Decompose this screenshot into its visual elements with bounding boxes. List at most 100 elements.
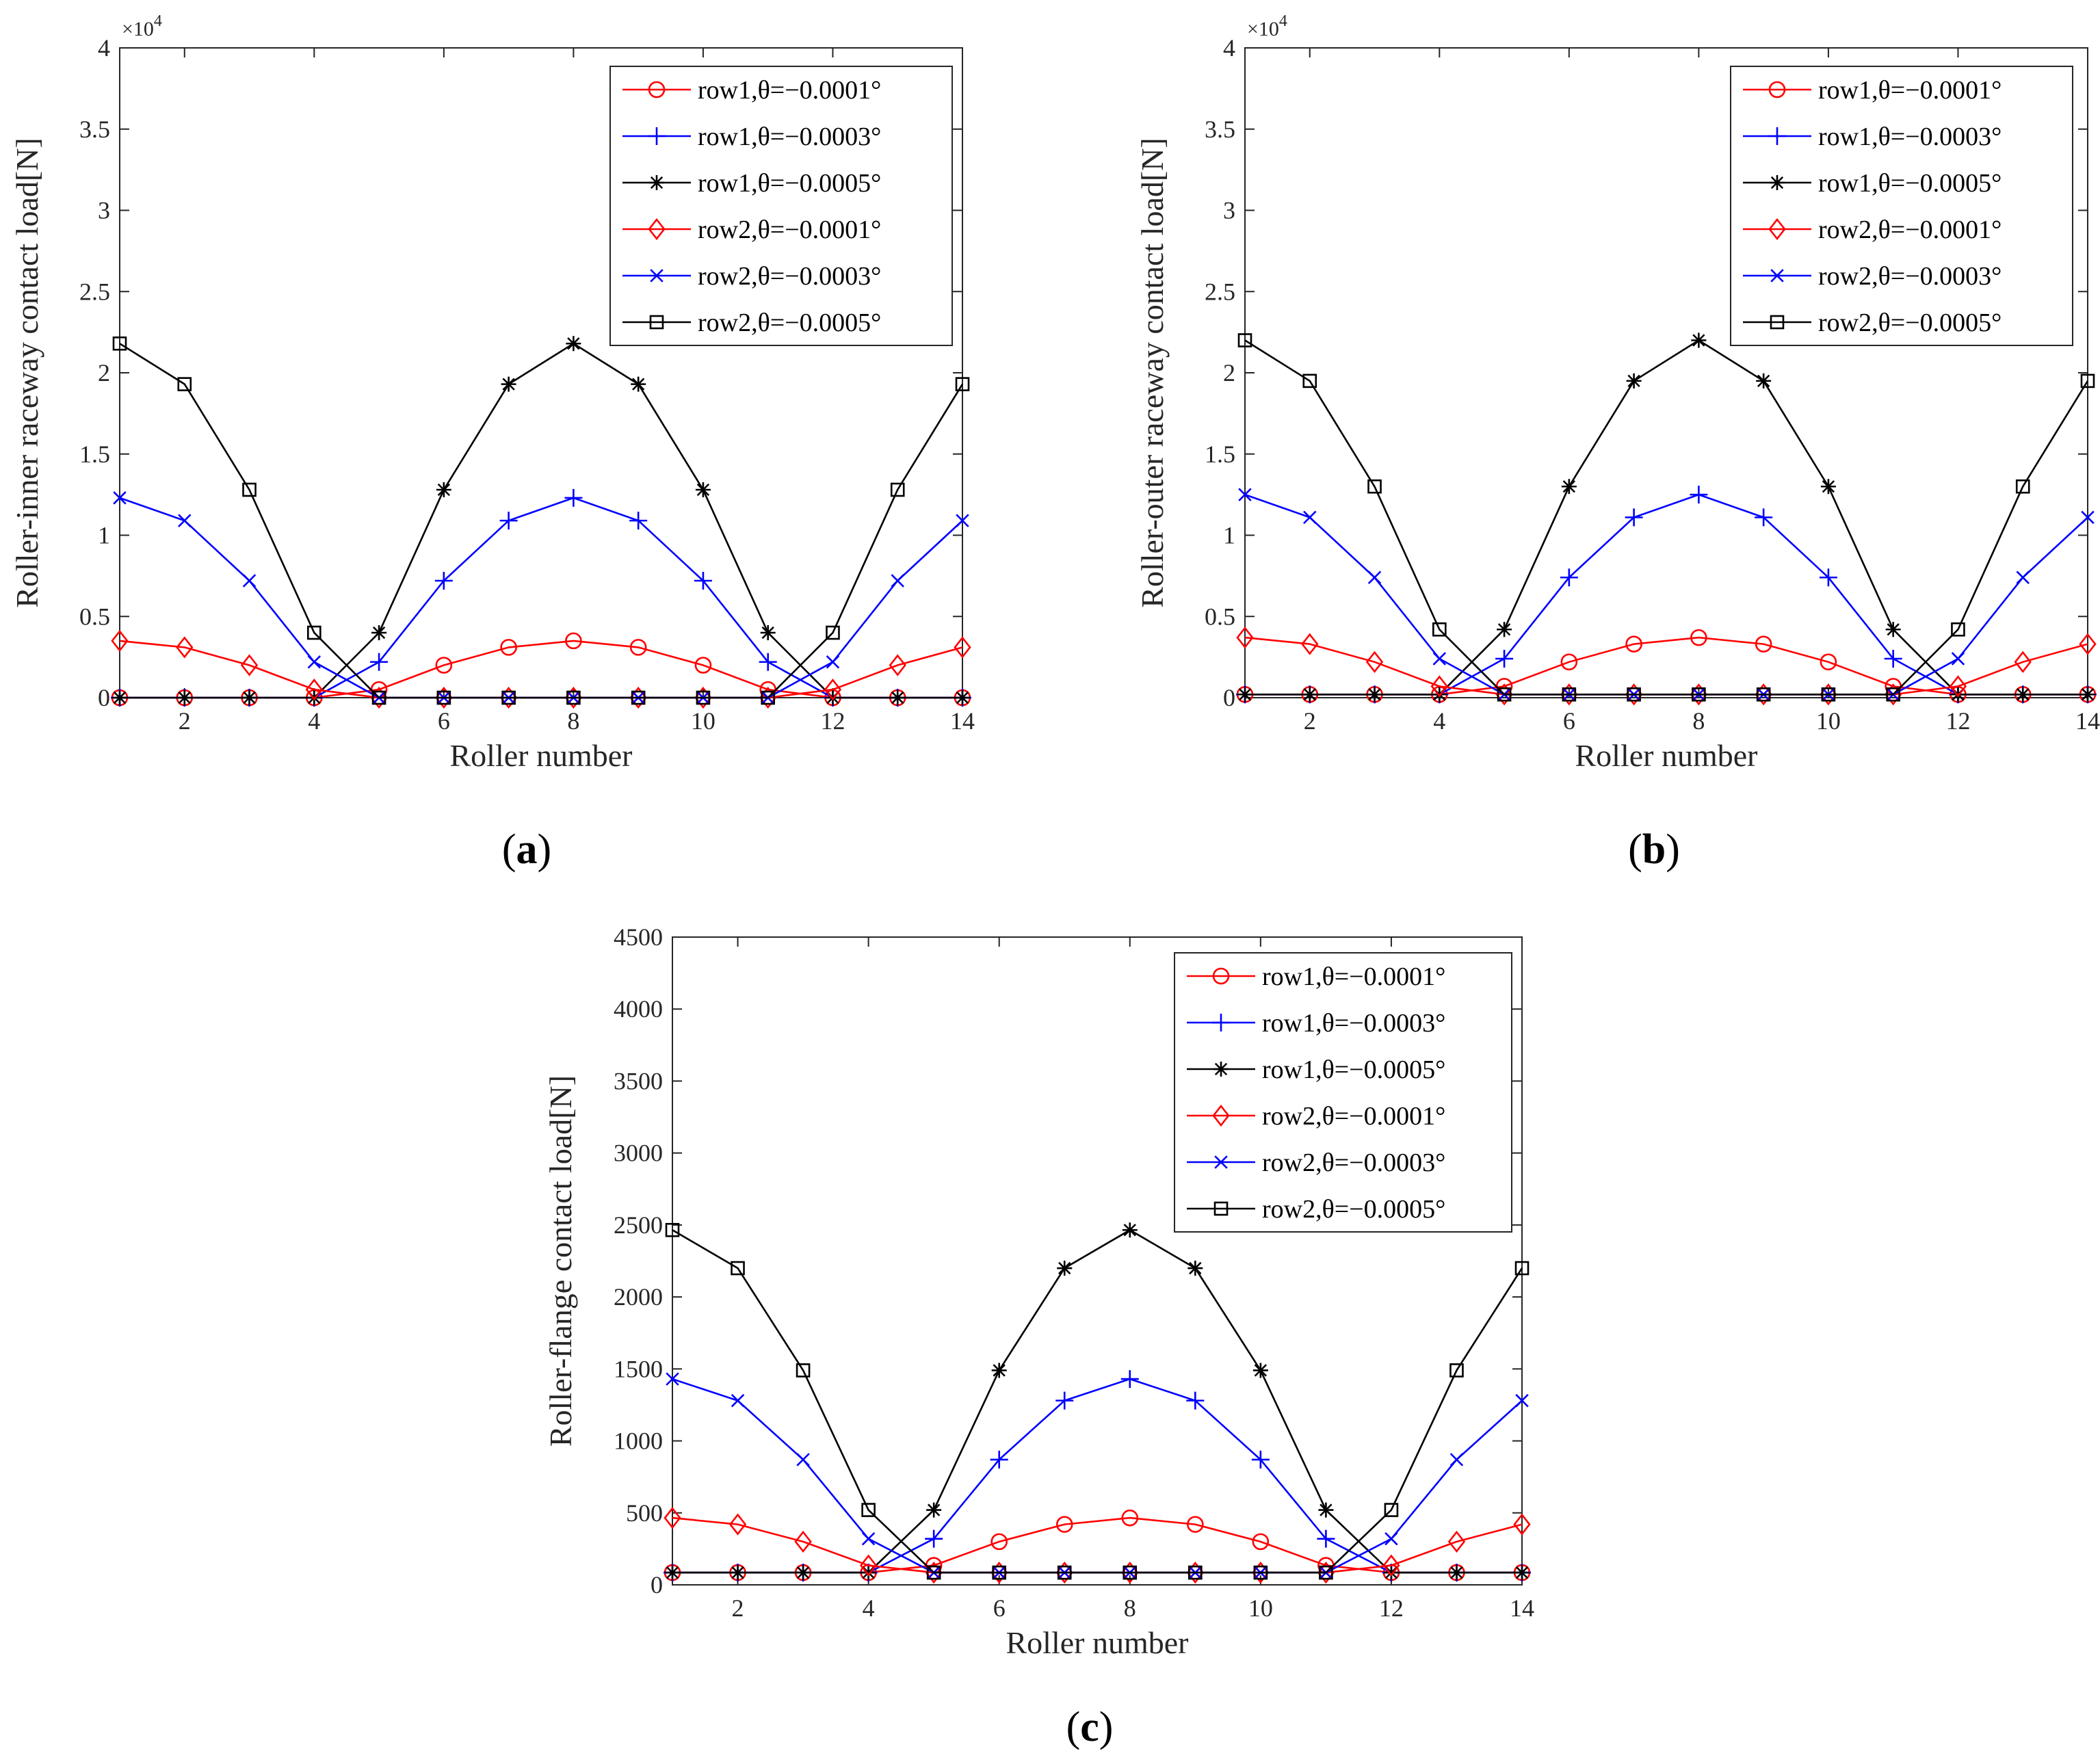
data-point-square [926,1565,941,1580]
x-tick-label: 4 [863,1594,875,1622]
data-point-star [1318,1502,1334,1518]
data-point-square [371,690,386,705]
series-line [119,343,964,699]
data-point-diamond [954,636,971,659]
legend-label: row1,θ=−0.0003° [698,122,881,151]
data-point-square [826,625,840,640]
data-point-x [113,491,127,505]
data-point-x [731,1393,745,1408]
data-point-star [1561,479,1577,495]
data-point-diamond [824,679,842,701]
series-line [1244,339,2089,696]
data-point-square [1057,1565,1072,1580]
data-point-star [631,376,646,392]
data-point-star [241,690,257,705]
data-point-diamond [1121,1562,1139,1584]
x-tick-label: 8 [1124,1594,1136,1622]
x-tick-label: 2 [179,707,191,735]
data-point-star [1302,687,1317,702]
x-tick-label: 6 [993,1594,1006,1622]
data-point-star [1820,479,1836,495]
data-point-square [566,690,581,705]
data-point-star [730,1565,746,1581]
data-point-plus [629,512,648,530]
legend-item: row2,θ=−0.0003° [1743,262,2001,291]
data-point-square [1692,687,1706,702]
y-tick-label: 2500 [614,1211,663,1239]
x-tick-label: 6 [1563,707,1575,735]
data-point-square [177,377,192,391]
data-point-plus [1120,1370,1139,1389]
data-point-square [861,1503,876,1517]
legend-marker-diamond [648,218,666,241]
data-point-plus [694,572,712,590]
legend-item: row2,θ=−0.0003° [1187,1148,1445,1177]
data-point-diamond [889,654,906,676]
legend-item: row1,θ=−0.0005° [1743,169,2001,198]
data-point-star [436,482,451,497]
data-point-square [112,336,127,351]
data-point-plus [1055,1391,1074,1410]
legend-label: row2,θ=−0.0003° [698,262,881,291]
legend-label: row1,θ=−0.0005° [1818,169,2001,198]
data-point-diamond [729,1513,747,1536]
data-point-square [501,690,516,705]
data-point-square [1514,1261,1530,1276]
data-point-star [371,625,387,640]
legend-label: row1,θ=−0.0005° [1262,1055,1445,1084]
data-point-square [436,690,451,705]
data-point-x [1951,652,1965,666]
panel-label-close: ) [1099,1704,1114,1750]
legend-marker-square [1213,1201,1229,1216]
y-tick-label: 4 [98,34,110,62]
x-tick-label: 12 [1379,1594,1404,1622]
data-point-x [1515,1393,1529,1408]
panel-label-letter: c [1080,1704,1099,1750]
legend-marker-diamond [1768,218,1786,241]
data-point-star [1885,622,1901,637]
legend-label: row1,θ=−0.0005° [698,169,881,198]
y-axis-multiplier: ×104 [1247,12,1287,40]
data-point-circle [1820,653,1837,671]
data-point-star [1122,1222,1138,1238]
legend-marker-star [649,175,664,190]
data-point-star [1383,1565,1399,1581]
data-point-x [178,514,192,527]
legend-label: row2,θ=−0.0003° [1818,262,2001,291]
legend-label: row2,θ=−0.0005° [1818,308,2001,337]
data-point-x [826,655,840,669]
legend-label: row1,θ=−0.0001° [698,76,881,105]
y-tick-label: 3000 [614,1140,663,1167]
x-tick-label: 8 [1692,707,1705,735]
y-tick-label: 2 [1223,359,1235,386]
multiplier-base: ×10 [122,18,154,40]
y-tick-label: 3.5 [79,116,110,143]
legend-item: row1,θ=−0.0003° [1743,122,2001,151]
data-point-star [1691,332,1707,348]
data-point-square [1302,373,1317,389]
data-point-square [1951,622,1965,637]
y-tick-label: 1 [98,522,110,549]
y-tick-label: 2.5 [1205,278,1235,305]
series-6 [665,1222,1530,1580]
data-point-square [1188,1565,1203,1580]
legend-box [1174,952,1512,1233]
data-point-plus [370,653,389,671]
data-point-square [696,690,711,705]
data-point-star [796,1565,811,1581]
multiplier-exponent: 4 [154,12,162,30]
x-tick-label: 10 [1248,1594,1273,1622]
y-axis-label: Roller-inner raceway contact load[N] [10,137,44,607]
legend-item: row2,θ=−0.0001° [1743,215,2001,244]
panel-label-open: ( [1628,826,1642,873]
y-tick-label: 3 [98,197,110,224]
data-point-diamond [694,686,712,709]
legend-label: row2,θ=−0.0003° [1262,1148,1445,1177]
panel-label: (a) [502,826,551,873]
data-point-plus [564,488,583,507]
data-point-diamond [990,1562,1008,1584]
y-tick-label: 1.5 [1205,440,1235,468]
data-point-square [955,377,970,391]
data-point-square [631,690,646,705]
